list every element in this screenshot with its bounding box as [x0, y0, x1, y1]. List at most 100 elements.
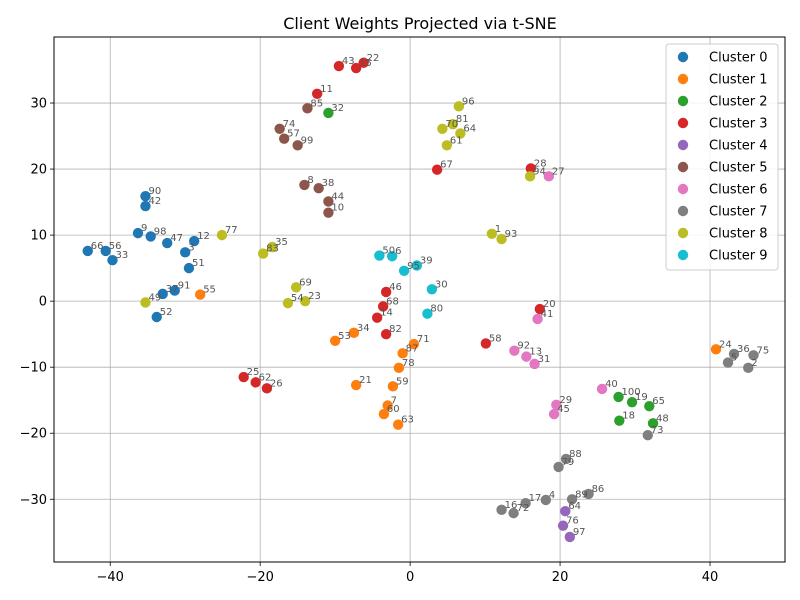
point-label: 75 [757, 345, 770, 356]
legend-entry: Cluster 7 [709, 205, 768, 220]
data-point [614, 415, 625, 426]
data-point [380, 328, 392, 340]
data-point [392, 419, 404, 430]
legend-marker [677, 227, 689, 239]
data-point [374, 250, 385, 261]
data-point [299, 179, 310, 191]
point-label: 68 [386, 296, 399, 307]
point-label: 65 [652, 396, 665, 407]
data-points [82, 57, 759, 543]
data-point [299, 295, 311, 307]
data-point [183, 262, 195, 274]
data-point [140, 297, 151, 308]
point-label: 38 [322, 178, 335, 189]
data-point [642, 430, 653, 441]
data-point [728, 348, 740, 360]
data-point [743, 362, 754, 374]
point-label: 74 [283, 119, 296, 130]
data-point [107, 255, 118, 266]
data-point [380, 286, 392, 298]
data-point [393, 362, 405, 374]
point-label: 4 [549, 490, 555, 501]
data-point [140, 200, 151, 212]
point-label: 30 [435, 279, 448, 290]
data-point [553, 461, 564, 473]
point-label: 13 [529, 347, 542, 358]
point-label: 29 [559, 395, 572, 406]
point-label: 89 [575, 489, 588, 500]
point-label: 72 [517, 503, 530, 514]
point-label: 52 [160, 307, 173, 318]
point-label: 64 [568, 501, 581, 512]
data-point [323, 196, 334, 207]
data-point [238, 371, 249, 383]
data-point [411, 260, 423, 271]
point-label: 22 [367, 53, 380, 64]
point-label: 60 [387, 404, 400, 415]
y-tick-label: −30 [20, 493, 47, 508]
data-point [180, 247, 191, 258]
plot-frame [53, 36, 786, 563]
data-point [441, 140, 453, 151]
point-label: 81 [456, 114, 469, 125]
point-label: 95 [407, 261, 420, 272]
point-label: 41 [541, 309, 554, 320]
legend-marker [677, 139, 689, 151]
data-point [486, 228, 498, 239]
point-label: 85 [310, 98, 323, 109]
data-point [560, 505, 571, 517]
data-point [534, 303, 546, 315]
data-point [496, 504, 507, 516]
point-label: 2 [751, 358, 757, 369]
point-label: 96 [462, 96, 475, 107]
data-point [453, 101, 465, 112]
point-label: 21 [359, 375, 372, 386]
y-tick-label: 10 [30, 229, 47, 244]
point-label: 19 [635, 392, 648, 403]
point-label: 98 [154, 226, 167, 237]
x-tick-label: 0 [406, 570, 414, 585]
point-label: 77 [225, 225, 238, 236]
data-point [647, 418, 659, 429]
point-label: 25 [247, 367, 260, 378]
data-point [560, 453, 572, 465]
point-label: 82 [389, 324, 402, 335]
point-label: 32 [331, 103, 344, 114]
point-label: 17 [529, 493, 542, 504]
point-label: 55 [203, 285, 216, 296]
legend-entry: Cluster 4 [709, 139, 768, 154]
legend-marker [677, 117, 689, 129]
legend-entry: Cluster 1 [709, 73, 768, 88]
data-point [596, 383, 608, 395]
data-point [250, 377, 261, 388]
data-point [350, 379, 362, 391]
data-point [157, 288, 168, 300]
point-label: 12 [197, 231, 210, 242]
data-point [323, 107, 334, 119]
point-label: 99 [301, 135, 314, 146]
chart-title: Client Weights Projected via t-SNE [283, 14, 556, 33]
data-point [613, 391, 624, 403]
point-label: 35 [275, 237, 288, 248]
point-label: 31 [538, 354, 551, 365]
point-label: 62 [259, 372, 272, 383]
point-label: 18 [622, 411, 635, 422]
legend-marker [677, 73, 689, 85]
y-tick-label: −20 [20, 427, 47, 442]
point-label: 15 [359, 58, 372, 69]
point-label: 54 [291, 293, 304, 304]
point-label: 79 [562, 457, 575, 468]
point-label: 50 [382, 246, 395, 257]
data-point [532, 313, 543, 325]
point-label: 66 [91, 241, 104, 252]
grid-lines [54, 37, 785, 562]
data-point [722, 357, 734, 368]
data-point [398, 265, 410, 276]
point-label: 61 [450, 135, 463, 146]
legend-marker [677, 205, 689, 217]
data-point [274, 123, 285, 134]
legend-entry: Cluster 0 [709, 51, 768, 66]
point-label: 33 [115, 250, 128, 261]
data-point [496, 233, 507, 245]
